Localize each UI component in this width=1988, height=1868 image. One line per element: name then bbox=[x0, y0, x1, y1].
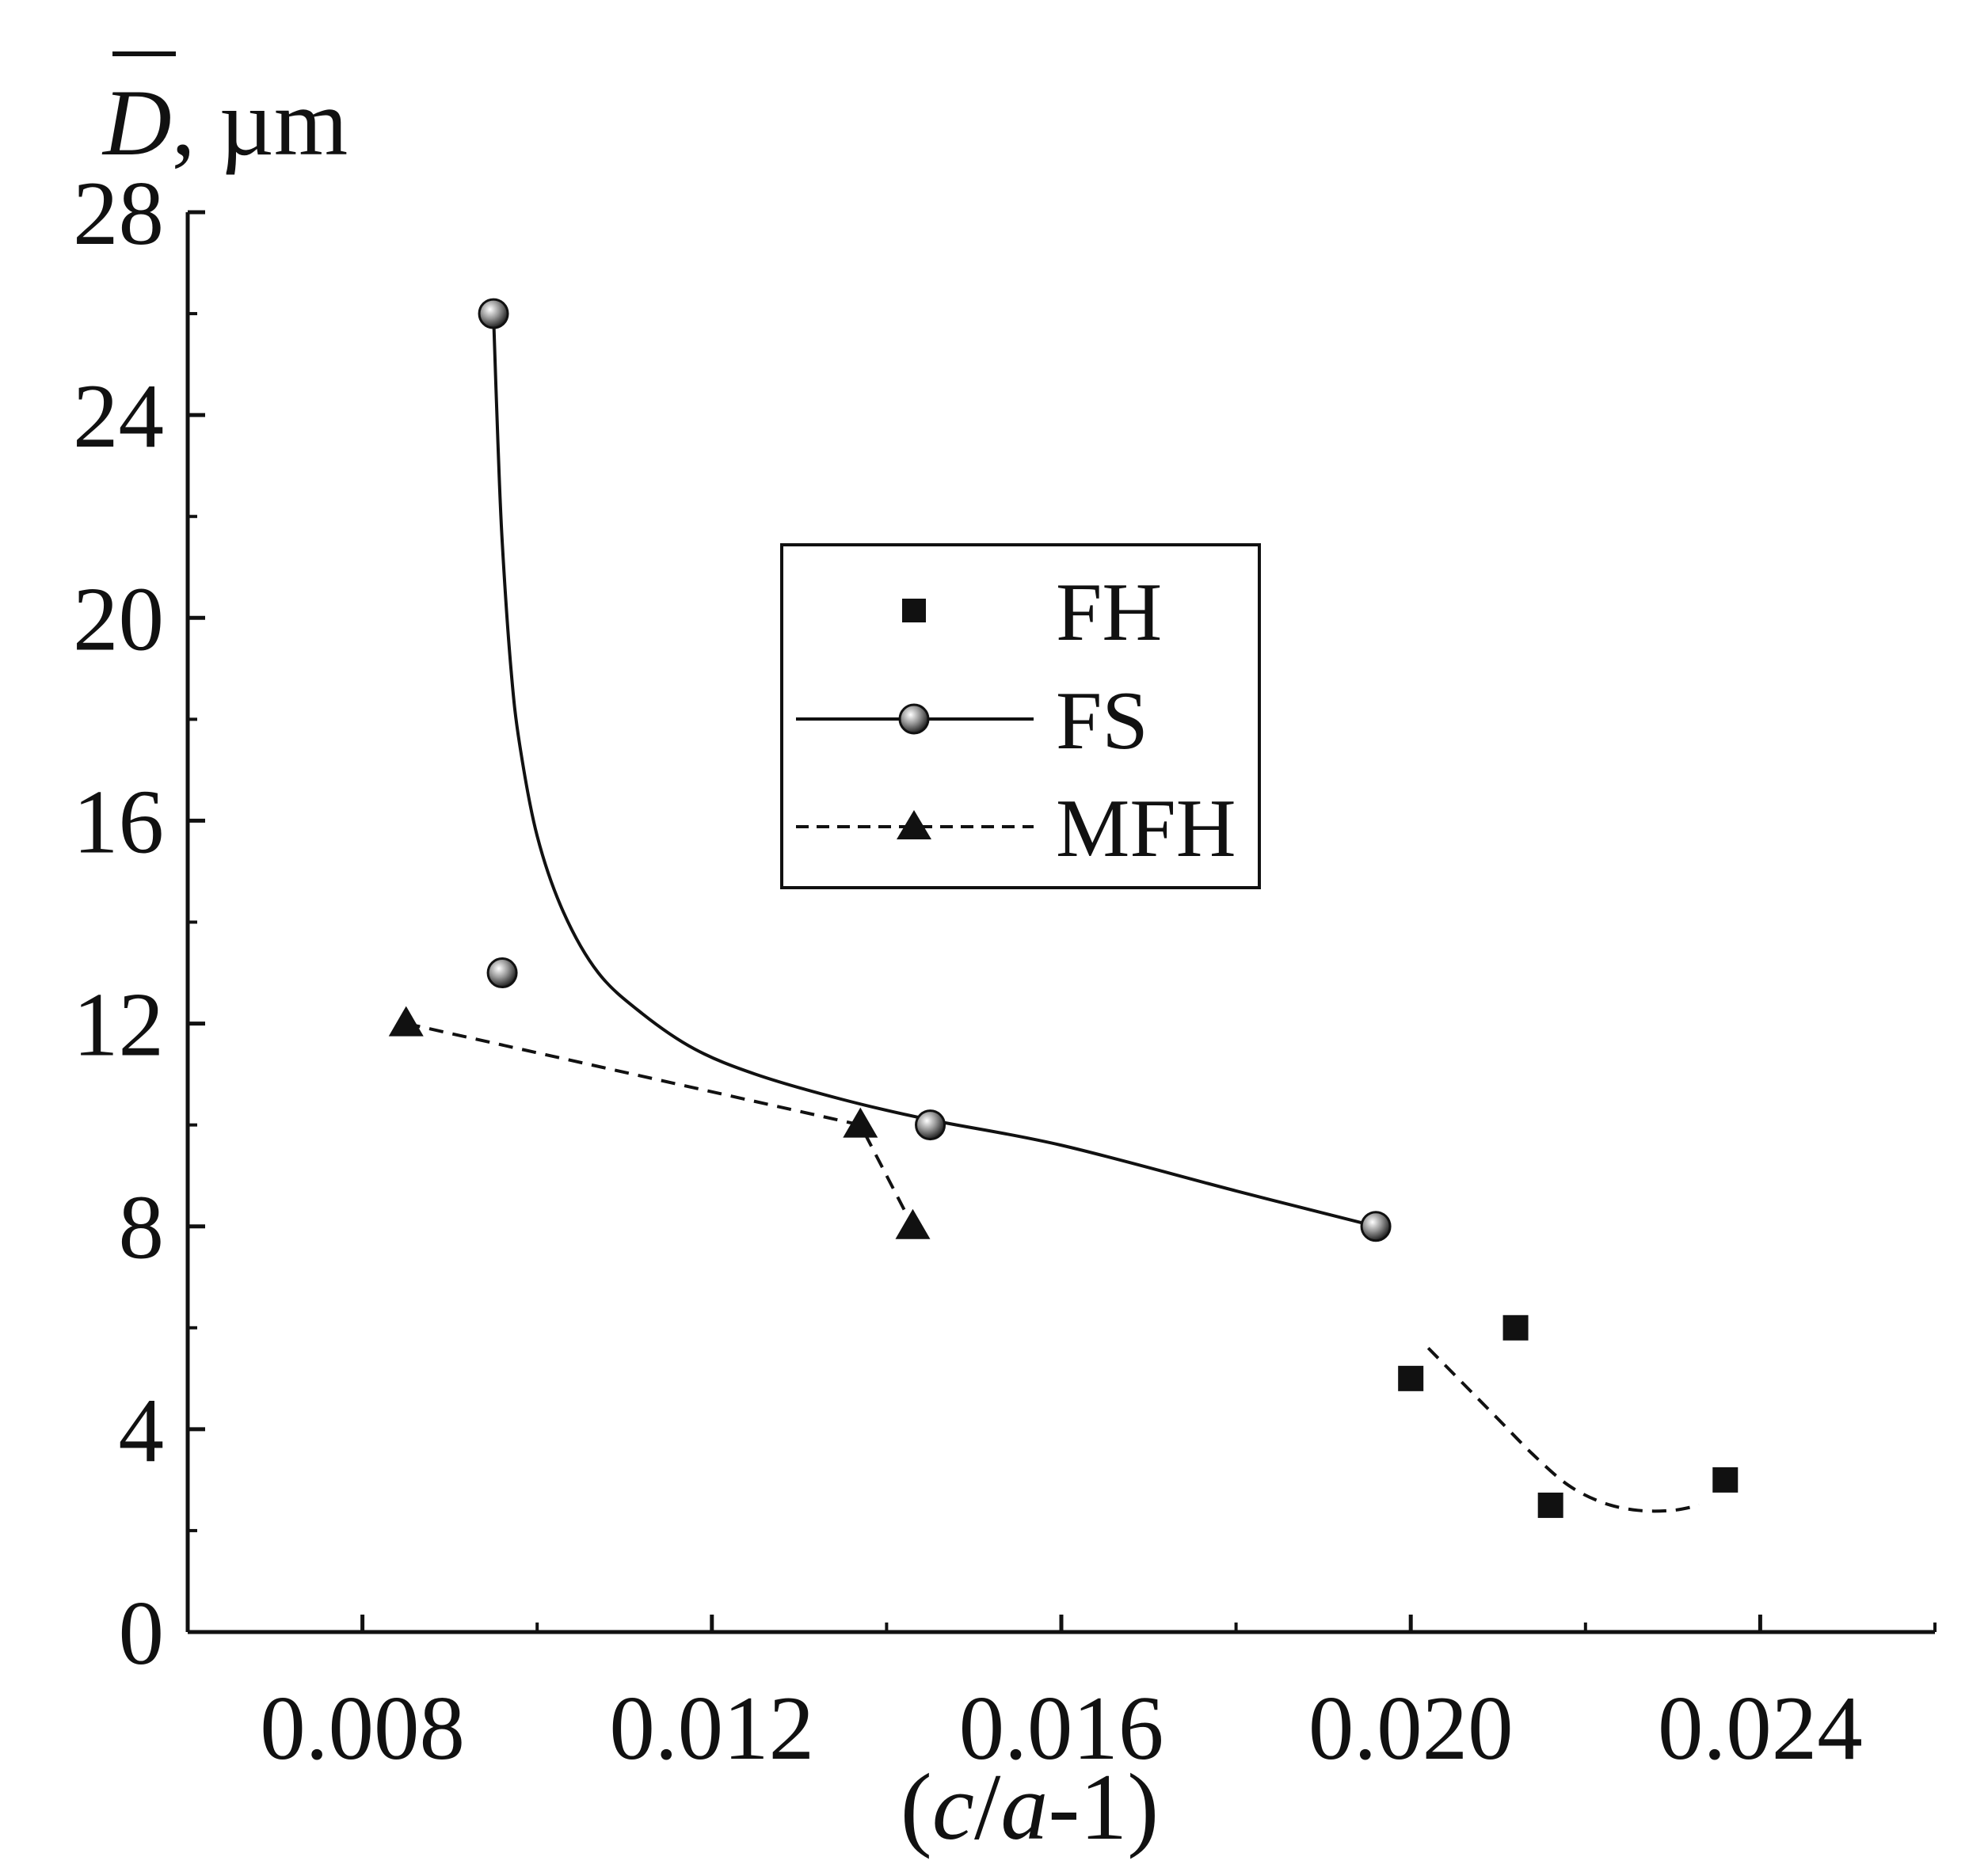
legend-entry-fh: FH bbox=[902, 565, 1162, 658]
y-tick-label-6: 24 bbox=[73, 366, 164, 466]
legend-mfh-label: MFH bbox=[1056, 782, 1236, 874]
x-axis-label-part-0: ( bbox=[901, 1754, 932, 1859]
x-tick-label-3: 0.020 bbox=[1308, 1678, 1514, 1779]
series-fs-point-1 bbox=[486, 957, 518, 989]
legend-entry-mfh: MFH bbox=[796, 782, 1236, 874]
y-tick-label-1: 4 bbox=[119, 1380, 165, 1481]
series-fh-point-3 bbox=[1712, 1467, 1739, 1493]
x-tick-label-0: 0.008 bbox=[260, 1678, 465, 1779]
series-fs-point-3 bbox=[1360, 1211, 1392, 1242]
series-mfh-point-0 bbox=[388, 1006, 424, 1037]
legend: FH FS MFH bbox=[780, 543, 1261, 889]
series-mfh-point-1 bbox=[843, 1107, 878, 1138]
y-tick-label-5: 20 bbox=[73, 569, 164, 669]
x-axis-label-part-2: / bbox=[974, 1754, 1001, 1859]
x-ticks: 0.008 0.012 0.016 0.020 0.024 bbox=[186, 1615, 1937, 1779]
y-tick-label-2: 8 bbox=[119, 1177, 165, 1278]
svg-text:D, µm: D, µm bbox=[101, 70, 348, 175]
legend-fh-label: FH bbox=[1056, 565, 1162, 658]
x-axis-label-part-3: a bbox=[1000, 1754, 1048, 1859]
legend-mfh-marker bbox=[897, 810, 931, 839]
y-tick-label-0: 0 bbox=[119, 1583, 165, 1683]
y-tick-label-7: 28 bbox=[73, 163, 164, 264]
legend-box bbox=[780, 543, 1261, 889]
series-fh-point-1 bbox=[1502, 1314, 1529, 1341]
y-ticks: 0 4 8 12 16 20 24 28 bbox=[73, 163, 205, 1683]
series-fh-point-0 bbox=[1398, 1365, 1424, 1391]
y-axis-label-symbol: D bbox=[101, 70, 172, 175]
x-axis-label-part-4: -1) bbox=[1048, 1754, 1159, 1859]
x-tick-label-1: 0.012 bbox=[609, 1678, 814, 1779]
x-tick-label-2: 0.016 bbox=[959, 1678, 1164, 1779]
y-axis-label-unit: , µm bbox=[172, 70, 348, 175]
series-mfh-line bbox=[406, 1022, 915, 1227]
series-markers bbox=[388, 298, 1739, 1518]
series-fh-point-2 bbox=[1537, 1492, 1563, 1518]
series-fs-point-2 bbox=[915, 1109, 946, 1141]
series-fs-line bbox=[492, 314, 1377, 1228]
series-fh-line bbox=[1426, 1346, 1700, 1513]
legend-entry-fs: FS bbox=[796, 674, 1148, 767]
y-tick-label-4: 16 bbox=[73, 771, 164, 872]
legend-fs-label: FS bbox=[1056, 674, 1148, 767]
series-fs-point-0 bbox=[478, 298, 509, 329]
y-axis-label: D, µm bbox=[101, 51, 348, 175]
y-tick-label-3: 12 bbox=[73, 975, 164, 1075]
x-axis-label: (c/a-1) bbox=[901, 1754, 1160, 1859]
x-axis-label-part-1: c bbox=[932, 1754, 974, 1859]
x-tick-label-4: 0.024 bbox=[1658, 1678, 1863, 1779]
series-mfh-point-2 bbox=[895, 1208, 931, 1239]
legend-fs-marker bbox=[898, 703, 930, 735]
legend-fh-marker bbox=[902, 599, 926, 622]
